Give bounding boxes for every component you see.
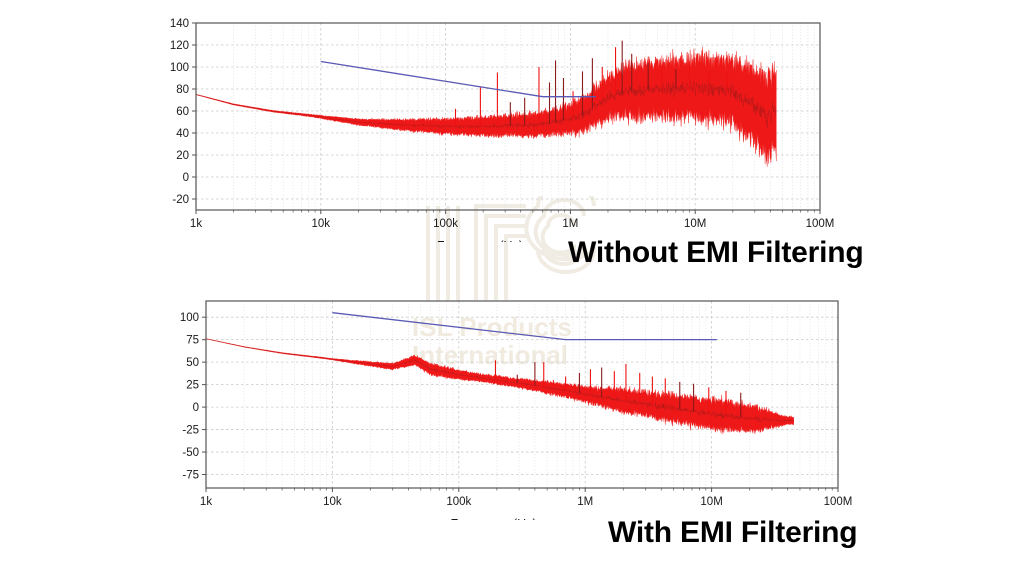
chart-series-group [195, 40, 777, 167]
y-axis-tick-label: 120 [170, 40, 189, 52]
y-axis-tick-label: 0 [193, 402, 199, 414]
x-axis-title: Frequency (Hz) [437, 239, 523, 242]
chart-svg-without-emi-filtering: -20 0 20 40 60 80 100 120 140 1k 10k 100k 1M 10M 100M F… [170, 18, 835, 242]
y-axis-tick-label: -50 [182, 447, 199, 459]
y-axis-tick-label: 75 [186, 335, 199, 347]
y-axis-tick-label: 0 [183, 172, 189, 184]
x-axis-tick-label: 10k [312, 218, 331, 230]
x-axis-tick-label: 1k [190, 218, 202, 230]
y-axis-tick-label: 40 [176, 128, 189, 140]
y-axis-tick-label: 20 [176, 150, 189, 162]
x-axis-tick-label: 1M [562, 218, 578, 230]
noise-spectrum-trace [205, 338, 794, 435]
limit-line-trace [332, 312, 717, 341]
x-axis-tick-label: 1k [200, 496, 212, 508]
y-axis-tick-label: 50 [186, 357, 199, 369]
x-axis-tick-label: 100M [824, 496, 853, 508]
x-axis-title: Frequency (Hz) [450, 517, 536, 520]
y-axis-tick-label: 60 [176, 106, 189, 118]
x-axis-tick-label: 1M [577, 496, 593, 508]
chart-axes: -75 -50 -25 0 25 50 75 100 1k 10k 100k 1M 10M 100M Fre… [180, 312, 853, 520]
y-axis-tick-label: 100 [180, 312, 199, 324]
y-axis-tick-label: 100 [170, 62, 189, 74]
y-axis-tick-label: -20 [172, 194, 189, 206]
y-axis-tick-label: 140 [170, 18, 189, 30]
y-axis-tick-label: -75 [182, 470, 199, 482]
caption-with-emi-filtering: With EMI Filtering [608, 516, 858, 549]
x-axis-tick-label: 100M [806, 218, 835, 230]
caption-without-emi-filtering: Without EMI Filtering [568, 236, 864, 269]
x-axis-tick-label: 100k [433, 218, 458, 230]
chart-svg-with-emi-filtering: -75 -50 -25 0 25 50 75 100 1k 10k 100k 1M 10M 100M Fre… [180, 300, 853, 520]
x-axis-tick-label: 10M [684, 218, 706, 230]
chart-frame [205, 300, 839, 489]
chart-panel-with-emi-filtering: -75 -50 -25 0 25 50 75 100 1k 10k 100k 1M 10M 100M Fre… [172, 286, 872, 520]
chart-gridlines [206, 301, 838, 488]
chart-panel-without-emi-filtering: -20 0 20 40 60 80 100 120 140 1k 10k 100k 1M 10M 100M F… [162, 8, 862, 242]
y-axis-tick-label: 80 [176, 84, 189, 96]
y-axis-tick-label: -25 [182, 425, 199, 437]
chart-series-group [205, 312, 794, 435]
x-axis-tick-label: 100k [446, 496, 471, 508]
y-axis-tick-label: 25 [186, 380, 199, 392]
limit-line-trace [320, 60, 596, 98]
x-axis-tick-label: 10M [700, 496, 722, 508]
x-axis-tick-label: 10k [323, 496, 342, 508]
